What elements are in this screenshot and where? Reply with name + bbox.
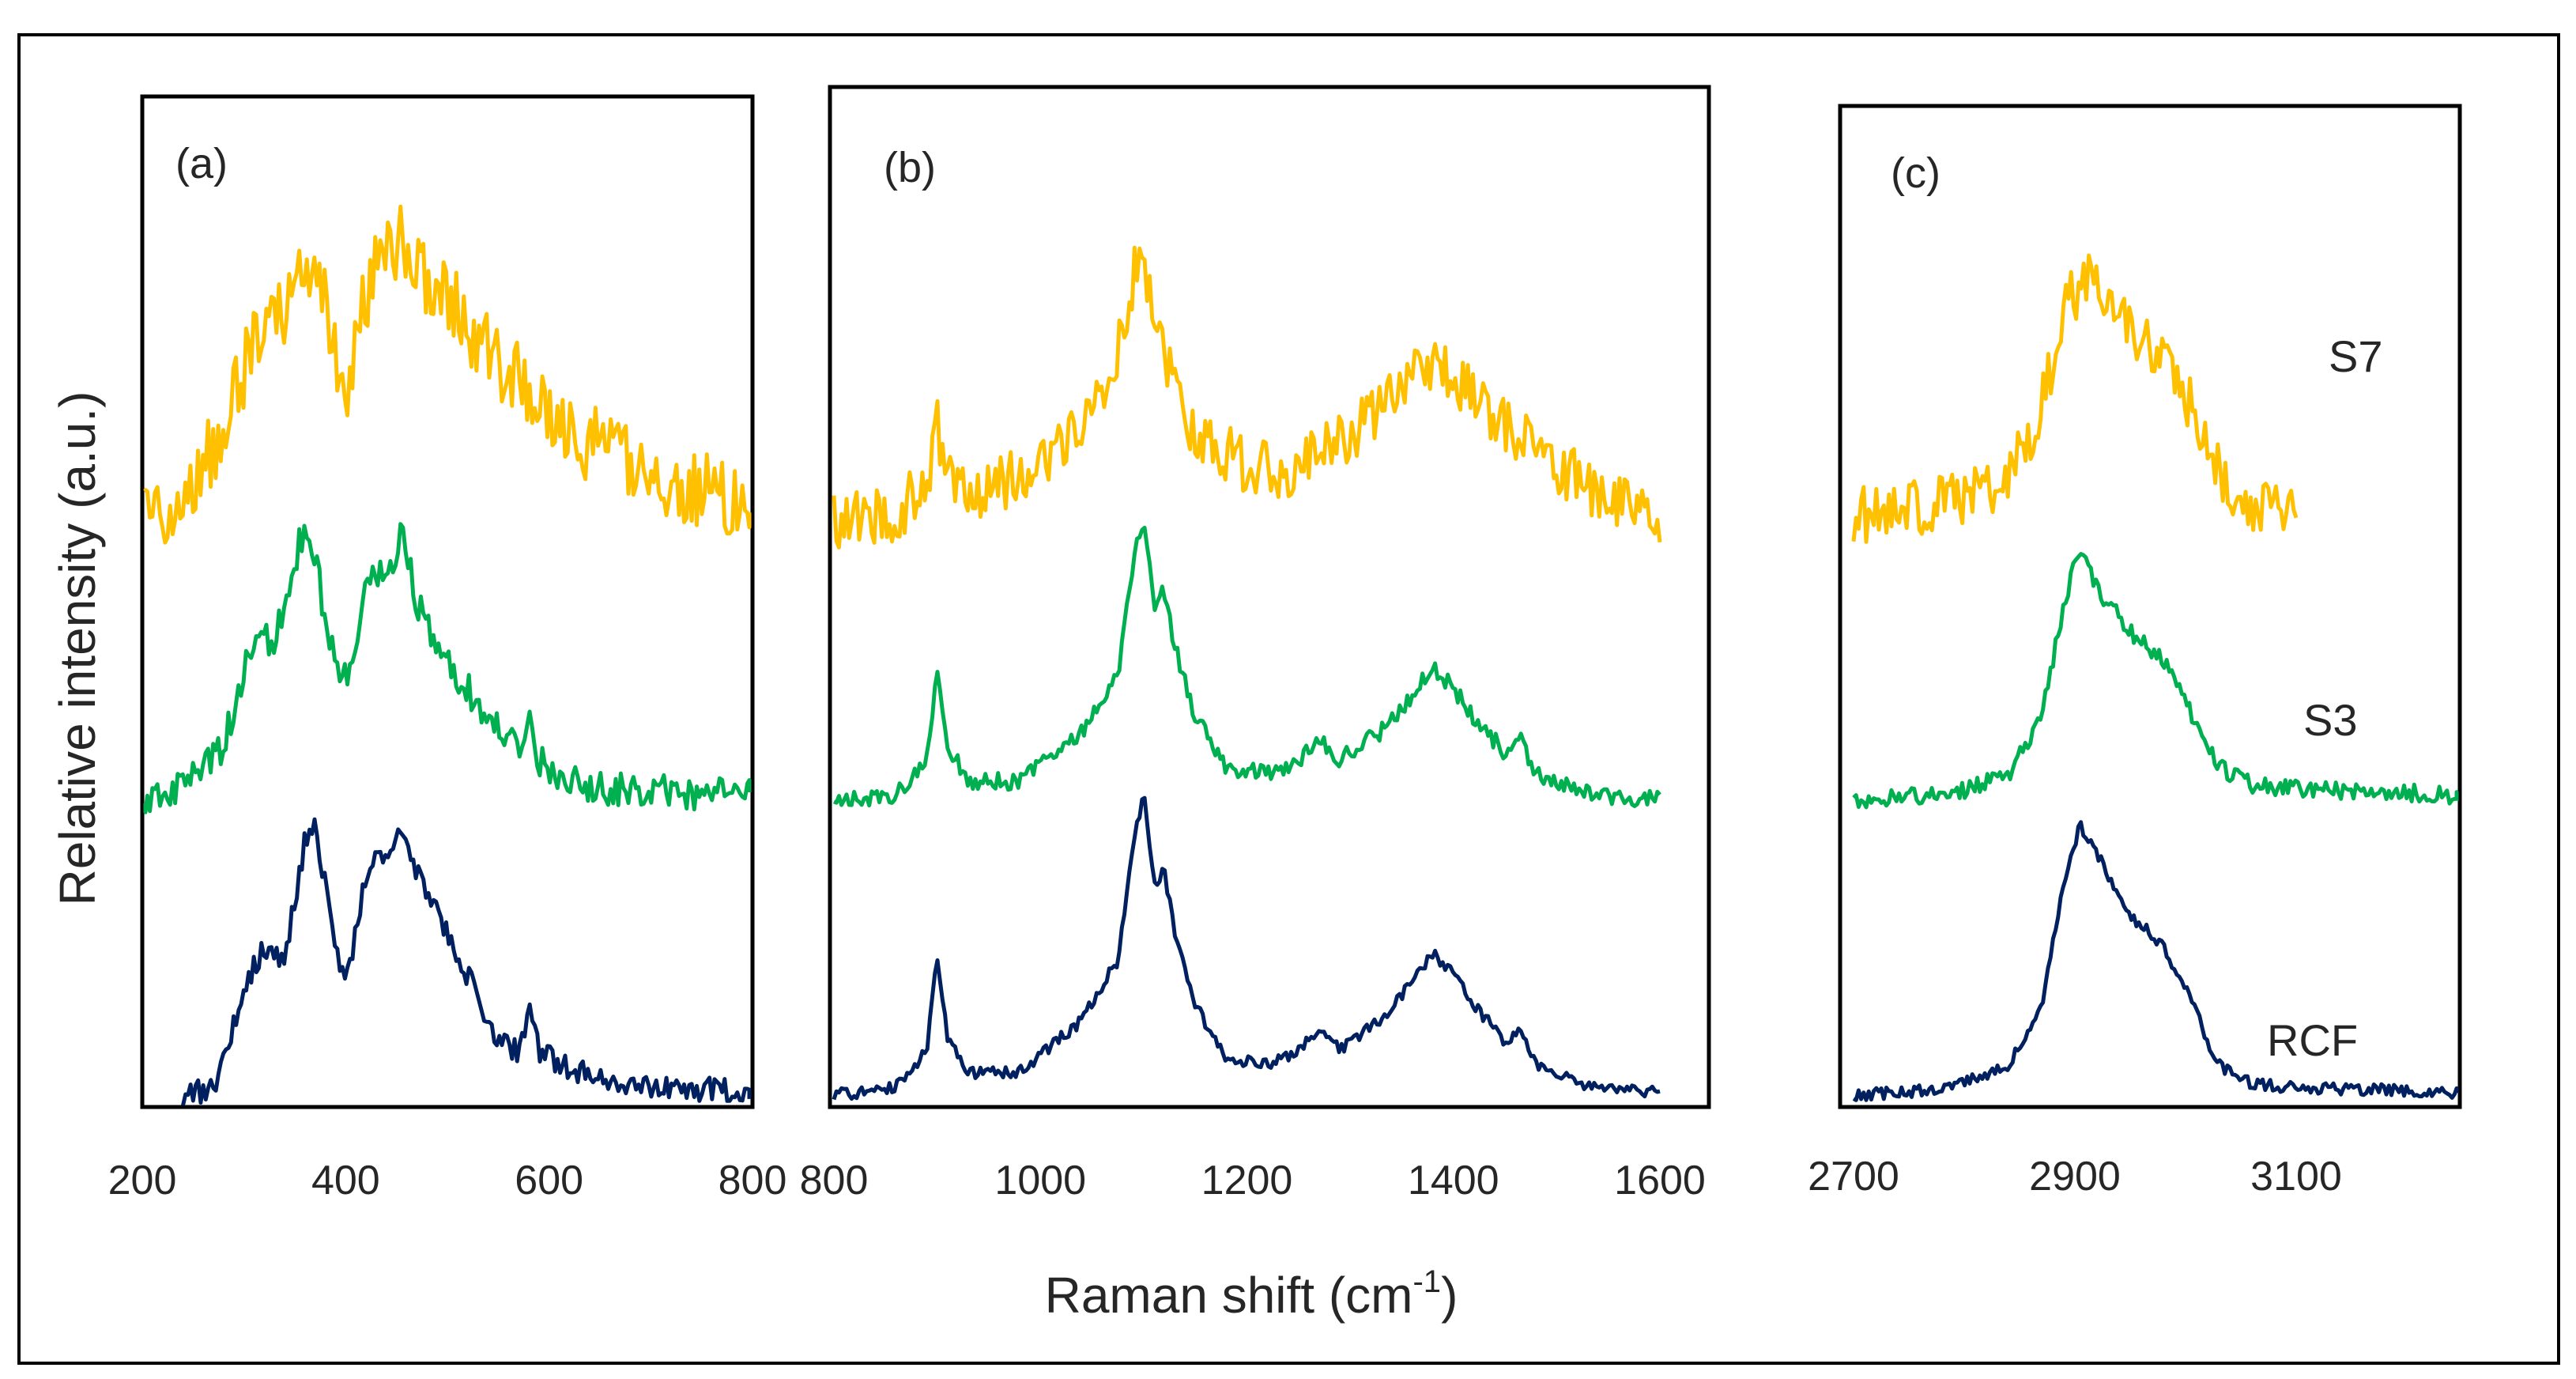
legend-s3: S3 — [2303, 695, 2358, 745]
series-line-rcf — [181, 817, 752, 1106]
series-line-s3 — [1852, 552, 2459, 810]
series-line-s7 — [832, 245, 1662, 550]
panel-a-label: (a) — [175, 140, 228, 187]
series-line-s7 — [1851, 253, 2299, 544]
x-tick-label: 3100 — [2250, 1154, 2342, 1200]
panel-b-label: (b) — [884, 144, 936, 191]
y-axis-label: Relative intensity (a.u.) — [49, 391, 106, 906]
x-tick-label: 1400 — [1408, 1158, 1499, 1203]
panel-a-frame — [140, 94, 755, 1109]
legend-rcf: RCF — [2267, 1015, 2358, 1065]
x-axis-label-close: ) — [1441, 1267, 1458, 1324]
x-axis-label-main: Raman shift (cm — [1045, 1267, 1413, 1324]
panel-c-label: (c) — [1891, 149, 1940, 197]
x-tick-label: 800 — [718, 1158, 787, 1203]
series-line-s7 — [143, 204, 752, 545]
series-line-rcf — [832, 795, 1661, 1101]
panel-b-frame — [828, 85, 1711, 1109]
x-axis-label: Raman shift (cm-1) — [1045, 1264, 1458, 1324]
panel-c-frame — [1838, 104, 2462, 1109]
series-line-rcf — [1852, 820, 2459, 1102]
x-tick-label: 400 — [311, 1158, 380, 1203]
x-axis-label-sup: -1 — [1412, 1264, 1441, 1299]
series-line-s3 — [143, 522, 752, 814]
x-tick-label: 1200 — [1201, 1158, 1293, 1203]
x-tick-label: 2900 — [2029, 1154, 2121, 1200]
series-layer — [143, 204, 2459, 1106]
tick-labels: 200 400 600 800 800 1000 1200 1400 1600 2700 2900 3… — [108, 1154, 2342, 1203]
x-tick-label: 600 — [515, 1158, 583, 1203]
series-line-s3 — [833, 525, 1661, 808]
legend-s7: S7 — [2329, 331, 2383, 381]
figure-border — [17, 33, 2560, 1365]
x-tick-label: 800 — [800, 1158, 869, 1203]
x-tick-label: 200 — [108, 1158, 177, 1203]
x-tick-label: 1600 — [1614, 1158, 1706, 1203]
x-tick-label: 2700 — [1808, 1154, 1899, 1200]
x-tick-label: 1000 — [994, 1158, 1086, 1203]
